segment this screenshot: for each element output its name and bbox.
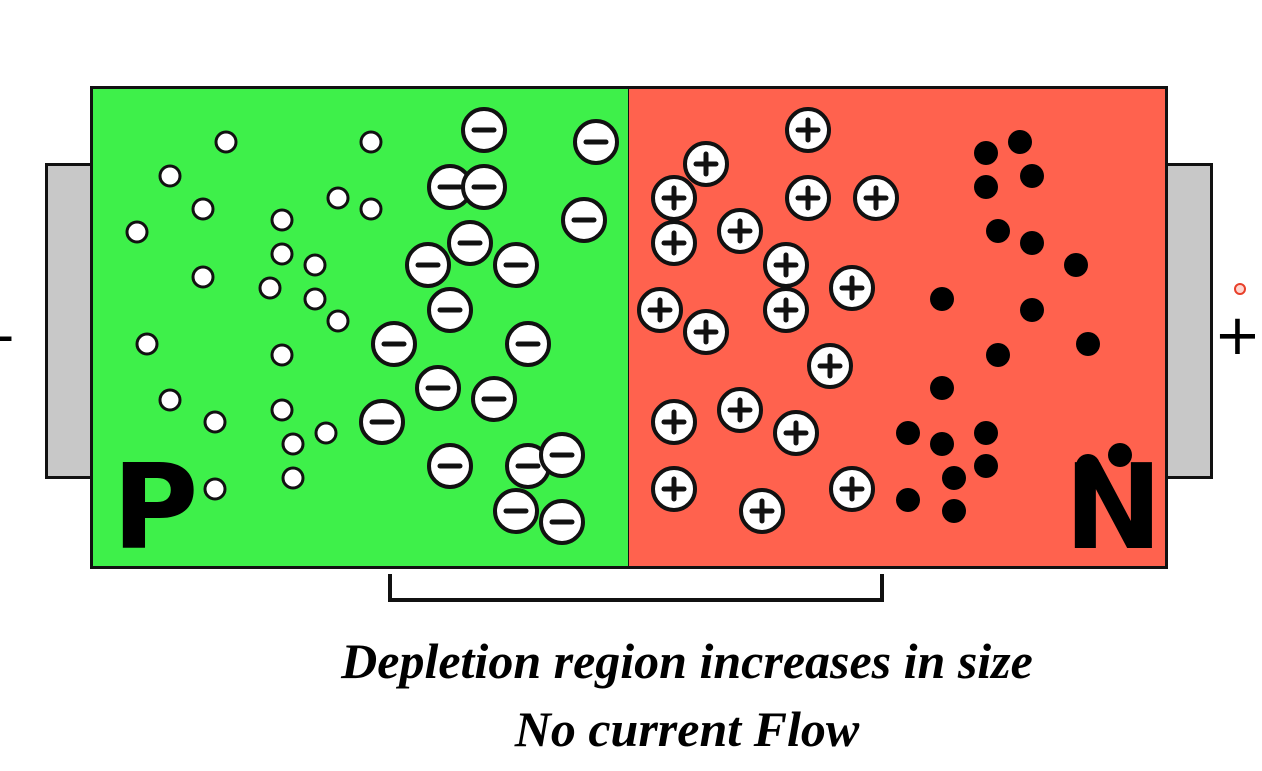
electron: [974, 454, 998, 478]
positive-ion: [683, 141, 729, 187]
electron: [1076, 332, 1100, 356]
hole: [214, 130, 238, 154]
hole: [281, 432, 305, 456]
electron: [986, 343, 1010, 367]
electron: [974, 141, 998, 165]
p-region-label: P: [112, 438, 199, 576]
electron: [974, 175, 998, 199]
hole: [270, 208, 294, 232]
hole: [125, 220, 149, 244]
hole: [270, 242, 294, 266]
negative-ion: [561, 197, 607, 243]
electron: [1064, 253, 1088, 277]
hole: [326, 309, 350, 333]
positive-ion: [763, 242, 809, 288]
positive-ion: [651, 399, 697, 445]
hole: [270, 398, 294, 422]
positive-ion: [853, 175, 899, 221]
negative-ion: [539, 499, 585, 545]
hole: [135, 332, 159, 356]
depletion-region-bracket: [388, 574, 884, 602]
negative-ion: [505, 321, 551, 367]
positive-ion: [785, 107, 831, 153]
hole: [191, 265, 215, 289]
hole: [203, 410, 227, 434]
positive-ion: [785, 175, 831, 221]
hole: [314, 421, 338, 445]
negative-ion: [461, 107, 507, 153]
hole: [158, 388, 182, 412]
electron: [1008, 130, 1032, 154]
negative-ion: [573, 119, 619, 165]
positive-ion: [651, 220, 697, 266]
electron: [1020, 298, 1044, 322]
hole: [359, 197, 383, 221]
electron: [930, 376, 954, 400]
positive-ion: [683, 309, 729, 355]
positive-ion: [717, 208, 763, 254]
positive-ion: [651, 175, 697, 221]
positive-ion: [651, 466, 697, 512]
hole: [303, 287, 327, 311]
cursor-dot: [1234, 283, 1246, 295]
electron: [974, 421, 998, 445]
hole: [303, 253, 327, 277]
caption-no-current: No current Flow: [514, 701, 860, 757]
negative-ion: [427, 443, 473, 489]
hole: [258, 276, 282, 300]
positive-terminal-sign: +: [1214, 303, 1261, 368]
negative-ion: [447, 220, 493, 266]
caption-depletion-region: Depletion region increases in size: [341, 633, 1033, 689]
electron: [986, 219, 1010, 243]
electron: [930, 287, 954, 311]
hole: [326, 186, 350, 210]
electron: [942, 499, 966, 523]
positive-ion: [717, 387, 763, 433]
positive-ion: [739, 488, 785, 534]
negative-ion: [371, 321, 417, 367]
negative-ion: [359, 399, 405, 445]
electron: [942, 466, 966, 490]
negative-ion: [493, 488, 539, 534]
positive-ion: [829, 265, 875, 311]
negative-ion: [493, 242, 539, 288]
n-region-label: N: [1064, 438, 1163, 576]
positive-ion: [807, 343, 853, 389]
negative-ion: [427, 164, 473, 210]
positive-ion: [829, 466, 875, 512]
hole: [281, 466, 305, 490]
hole: [270, 343, 294, 367]
negative-ion: [405, 242, 451, 288]
negative-ion: [415, 365, 461, 411]
electron: [896, 488, 920, 512]
electron: [1020, 231, 1044, 255]
electron: [1108, 443, 1132, 467]
negative-ion: [461, 164, 507, 210]
positive-ion: [763, 287, 809, 333]
negative-ion: [471, 376, 517, 422]
electron: [1020, 164, 1044, 188]
positive-ion: [637, 287, 683, 333]
electron: [896, 421, 920, 445]
hole: [158, 164, 182, 188]
negative-ion: [427, 287, 473, 333]
electron: [1076, 454, 1100, 478]
negative-ion: [539, 432, 585, 478]
electron: [930, 432, 954, 456]
hole: [203, 477, 227, 501]
positive-ion: [773, 410, 819, 456]
hole: [359, 130, 383, 154]
negative-terminal-sign: -: [0, 308, 14, 364]
hole: [191, 197, 215, 221]
